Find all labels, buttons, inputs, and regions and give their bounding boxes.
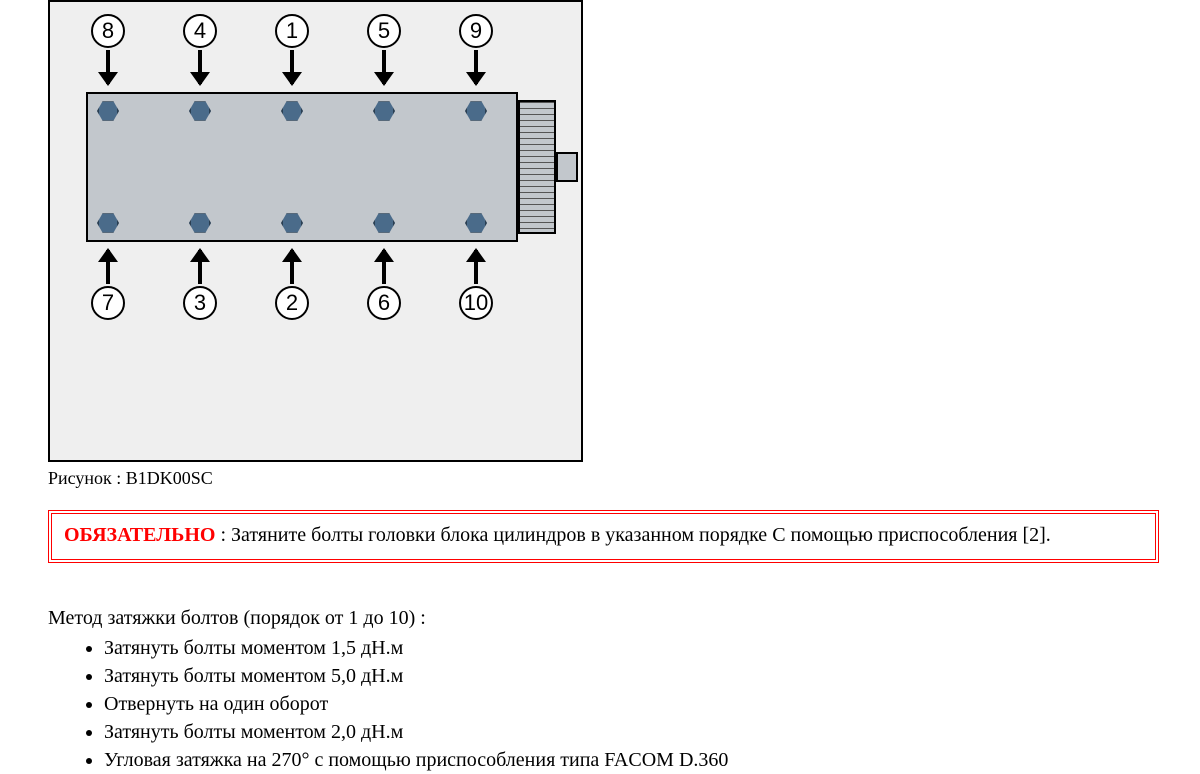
- figure-caption: Рисунок : B1DK00SC: [48, 468, 213, 489]
- arrow-down-icon: [198, 50, 202, 84]
- arrow-down-icon: [382, 50, 386, 84]
- bolt-label-5: 5: [367, 14, 401, 48]
- arrow-up-icon: [106, 250, 110, 284]
- cam-gear: [518, 100, 556, 234]
- method-steps-list: Затянуть болты моментом 1,5 дН.мЗатянуть…: [48, 634, 728, 774]
- arrow-up-icon: [290, 250, 294, 284]
- method-step: Отвернуть на один оборот: [104, 690, 728, 718]
- method-step: Затянуть болты моментом 1,5 дН.м: [104, 634, 728, 662]
- method-step: Затянуть болты моментом 5,0 дН.м: [104, 662, 728, 690]
- warning-label: ОБЯЗАТЕЛЬНО: [64, 524, 215, 546]
- arrow-up-icon: [382, 250, 386, 284]
- caption-code: B1DK00SC: [126, 468, 213, 488]
- bolt-label-4: 4: [183, 14, 217, 48]
- cam-shaft: [556, 152, 578, 182]
- method-section: Метод затяжки болтов (порядок от 1 до 10…: [48, 604, 728, 774]
- bolt-label-6: 6: [367, 286, 401, 320]
- bolt-label-7: 7: [91, 286, 125, 320]
- method-step: Угловая затяжка на 270° с помощью приспо…: [104, 746, 728, 774]
- bolt-label-3: 3: [183, 286, 217, 320]
- arrow-up-icon: [474, 250, 478, 284]
- method-step: Затянуть болты моментом 2,0 дН.м: [104, 718, 728, 746]
- warning-text: : Затяните болты головки блока цилиндров…: [215, 524, 1050, 546]
- arrow-down-icon: [290, 50, 294, 84]
- bolt-label-9: 9: [459, 14, 493, 48]
- bolt-label-1: 1: [275, 14, 309, 48]
- torque-diagram: 8 4 1 5 9 7 3 2 6 10: [48, 0, 583, 462]
- caption-prefix: Рисунок :: [48, 468, 126, 488]
- bolt-label-10: 10: [459, 286, 493, 320]
- warning-box: ОБЯЗАТЕЛЬНО : Затяните болты головки бло…: [48, 510, 1159, 563]
- arrow-down-icon: [106, 50, 110, 84]
- method-title: Метод затяжки болтов (порядок от 1 до 10…: [48, 604, 728, 632]
- bolt-label-8: 8: [91, 14, 125, 48]
- bolt-label-2: 2: [275, 286, 309, 320]
- arrow-down-icon: [474, 50, 478, 84]
- arrow-up-icon: [198, 250, 202, 284]
- engine-block: [86, 92, 518, 242]
